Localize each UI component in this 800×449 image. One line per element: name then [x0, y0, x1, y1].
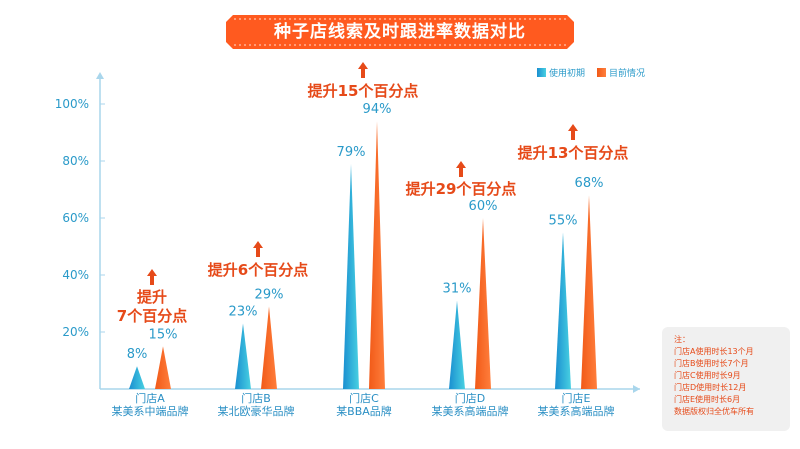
- category-sublabel: 某美系高端品牌: [432, 404, 509, 418]
- legend-swatch-initial: [537, 68, 546, 77]
- legend-label: 目前情况: [609, 67, 645, 79]
- title-banner: [226, 15, 574, 49]
- bar-current: [369, 121, 385, 389]
- note-box: 注： 门店A使用时长13个月 门店B使用时长7个月 门店C使用时长9月 门店D使…: [662, 327, 790, 431]
- y-tick-label: 80%: [62, 154, 89, 168]
- data-label: 94%: [363, 102, 392, 117]
- bar-initial: [343, 163, 359, 389]
- increase-annotation: 提升6个百分点: [208, 261, 308, 279]
- bar-current: [261, 306, 277, 389]
- category-label: 门店A: [135, 391, 165, 405]
- category-label: 门店C: [349, 391, 379, 405]
- y-axis-arrow: [96, 72, 104, 79]
- bar-current: [155, 346, 171, 389]
- category-sublabel: 某美系中端品牌: [112, 404, 189, 418]
- category-sublabel: 某BBA品牌: [336, 404, 392, 418]
- data-label: 29%: [255, 287, 284, 302]
- increase-annotation: 提升15个百分点: [308, 82, 419, 100]
- chart-title: 种子店线索及时跟进率数据对比: [274, 22, 526, 42]
- note-line: 门店A使用时长13个月: [674, 347, 754, 356]
- data-label: 68%: [575, 176, 604, 191]
- title-banner-stitch: [234, 18, 566, 46]
- bar-initial: [235, 323, 251, 389]
- data-label: 55%: [549, 213, 578, 228]
- category-label: 门店E: [562, 391, 591, 405]
- data-label: 79%: [337, 145, 366, 160]
- up-arrow-icon: [358, 62, 368, 78]
- note-line: 门店C使用时长9月: [674, 371, 741, 380]
- note-line: 门店E使用时长6月: [674, 395, 741, 404]
- data-label: 8%: [127, 347, 148, 362]
- category-sublabel: 某北欧豪华品牌: [218, 404, 295, 418]
- up-arrow-icon: [147, 269, 157, 285]
- y-tick-label: 20%: [62, 325, 89, 339]
- increase-annotation: 7个百分点: [117, 307, 187, 325]
- data-label: 31%: [443, 282, 472, 297]
- increase-annotation: 提升13个百分点: [518, 144, 629, 162]
- bar-current: [475, 218, 491, 389]
- increase-annotation: 提升: [137, 288, 167, 306]
- bar-initial: [449, 300, 465, 389]
- note-line: 注：: [674, 335, 690, 344]
- up-arrow-icon: [456, 161, 466, 177]
- data-label: 23%: [229, 304, 258, 319]
- note-line: 门店D使用时长12月: [674, 383, 747, 392]
- bar-initial: [129, 366, 145, 389]
- category-label: 门店B: [241, 391, 271, 405]
- legend-label: 使用初期: [549, 67, 585, 79]
- y-tick-label: 40%: [62, 268, 89, 282]
- legend-swatch-current: [597, 68, 606, 77]
- up-arrow-icon: [253, 241, 263, 257]
- y-tick-label: 100%: [55, 97, 89, 111]
- note-line: 数据版权归全优车所有: [674, 407, 754, 416]
- category-label: 门店D: [455, 391, 485, 405]
- category-sublabel: 某美系高端品牌: [538, 404, 615, 418]
- bar-initial: [555, 232, 571, 389]
- data-label: 60%: [469, 199, 498, 214]
- increase-annotation: 提升29个百分点: [406, 180, 517, 198]
- data-label: 15%: [149, 327, 178, 342]
- up-arrow-icon: [568, 124, 578, 140]
- y-tick-label: 60%: [62, 211, 89, 225]
- x-axis-arrow: [633, 385, 640, 393]
- bar-current: [581, 195, 597, 389]
- note-line: 门店B使用时长7个月: [674, 359, 749, 368]
